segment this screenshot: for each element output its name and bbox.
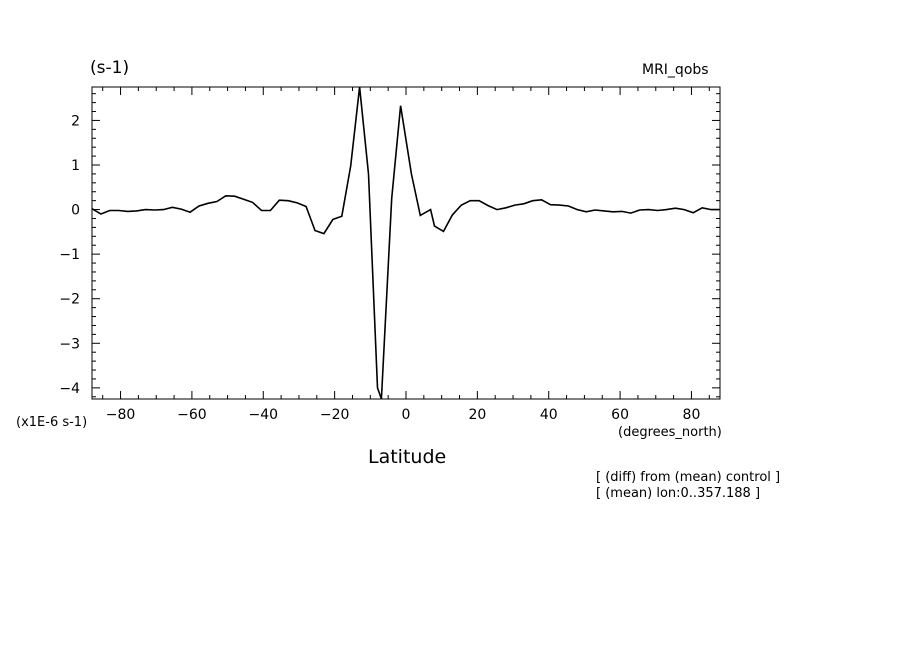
x-tick-label: −20 — [320, 407, 350, 423]
x-tick-label: 0 — [402, 407, 411, 423]
scale-factor-label: (x1E-6 s-1) — [16, 415, 88, 430]
x-tick-label: −80 — [106, 407, 136, 423]
x-tick-label: 40 — [540, 407, 558, 423]
y-tick-label: −4 — [59, 381, 80, 397]
model-label: MRI_qobs — [642, 62, 709, 78]
y-tick-label: 0 — [71, 203, 80, 219]
y-tick-label: 2 — [71, 113, 80, 129]
y-tick-label: −3 — [59, 336, 80, 352]
x-tick-label: −60 — [177, 407, 207, 423]
y-tick-label: 1 — [71, 158, 80, 174]
unit-label: (s-1) — [90, 58, 130, 78]
x-tick-label: 80 — [683, 407, 701, 423]
note-diff: [ (diff) from (mean) control ] — [596, 470, 781, 485]
x-tick-label: 60 — [611, 407, 629, 423]
x-axis-title: Latitude — [368, 446, 447, 468]
x-tick-label: −40 — [248, 407, 278, 423]
x-unit-label: (degrees_north) — [618, 425, 722, 440]
plot-frame — [91, 86, 721, 400]
note-mean: [ (mean) lon:0..357.188 ] — [596, 486, 761, 501]
series-line — [91, 86, 720, 400]
x-tick-label: 20 — [468, 407, 486, 423]
y-tick-label: −1 — [59, 247, 80, 263]
y-tick-label: −2 — [59, 292, 80, 308]
